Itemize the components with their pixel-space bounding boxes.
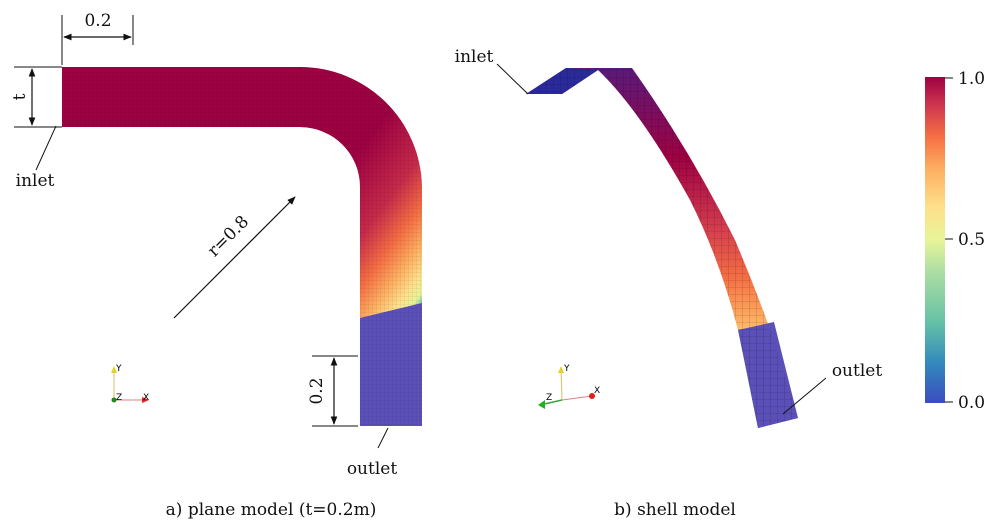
outlet-length-dimension-label: 0.2: [307, 377, 327, 404]
shell-outlet-label: outlet: [832, 361, 883, 381]
colorbar-tick-label: 0.5: [958, 230, 985, 250]
colorbar-tick-label: 1.0: [958, 69, 985, 89]
thickness-dimension-label: t: [10, 93, 30, 100]
axis-z-label-b: Z: [546, 393, 552, 403]
radius-dimension-label: r=0.8: [204, 212, 253, 261]
colorbar-tick-label: 0.0: [958, 393, 985, 413]
axis-y-label: Y: [115, 364, 122, 374]
axes-triad-a: Y Z X: [111, 364, 149, 403]
shell-inlet-label: inlet: [455, 47, 494, 67]
axis-x-label-b: X: [594, 386, 600, 396]
radius-dimension-arrow: [173, 196, 296, 319]
plane-inlet-label: inlet: [16, 171, 55, 191]
colorbar: 1.0 0.5 0.0: [925, 69, 985, 413]
plane-outlet-label: outlet: [347, 459, 398, 479]
colorbar-ticks: 1.0 0.5 0.0: [945, 69, 985, 413]
axis-x-label: X: [143, 393, 149, 403]
axes-triad-b: Y Z X: [538, 364, 600, 409]
shell-model: inlet outlet Y Z X b) shell model: [455, 47, 883, 520]
caption-b: b) shell model: [614, 500, 736, 520]
axis-y-label-b: Y: [563, 364, 570, 374]
plane-mesh: [62, 67, 422, 426]
axis-z-label: Z: [116, 393, 122, 403]
caption-a: a) plane model (t=0.2m): [166, 500, 377, 520]
plane-model: 0.2 t inlet r=0.8 0.2 outlet Y Z X: [10, 11, 422, 520]
colorbar-gradient: [925, 77, 945, 403]
width-dimension-label: 0.2: [84, 11, 111, 31]
